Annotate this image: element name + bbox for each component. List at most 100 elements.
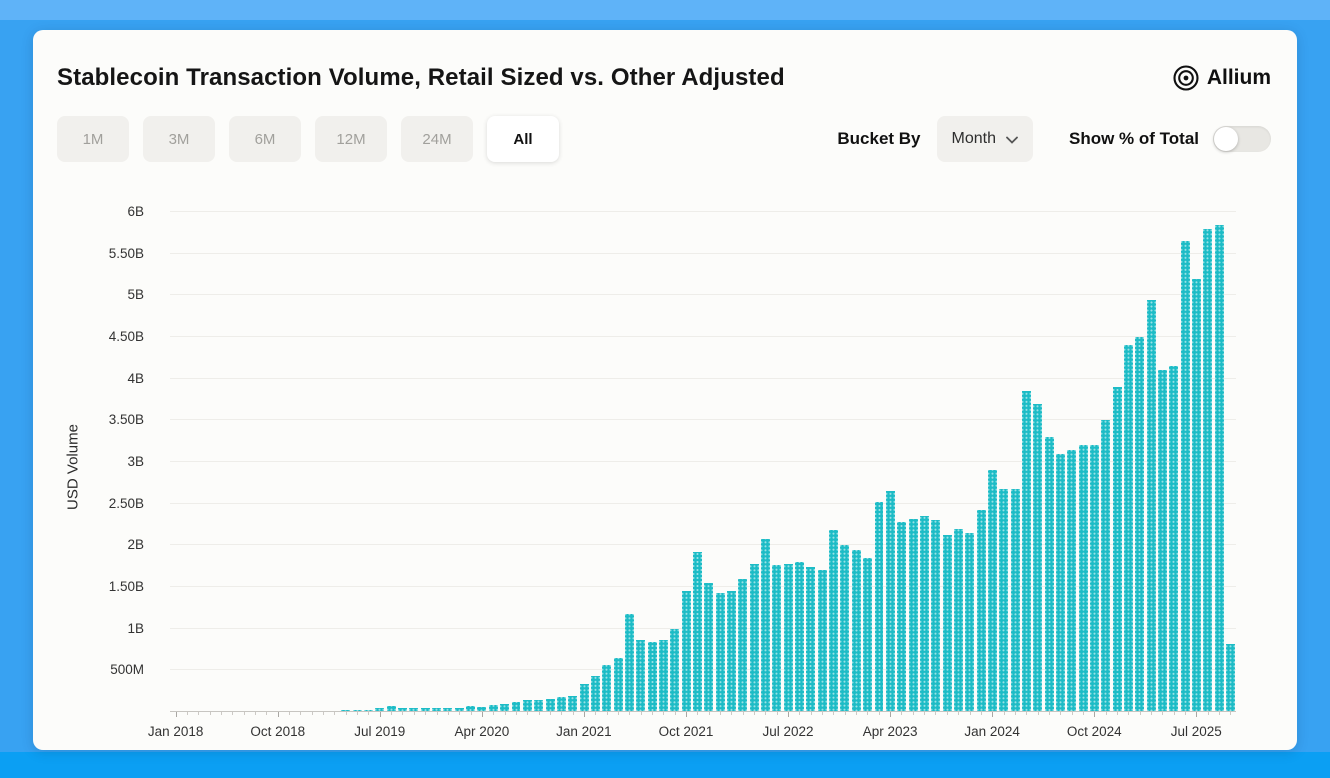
month-tickmark: [459, 712, 461, 715]
volume-bar: [1021, 391, 1031, 712]
y-tick-label: 6B: [127, 204, 144, 219]
month-tickmark: [742, 712, 744, 715]
y-tick-label: 1.50B: [108, 579, 144, 594]
volume-bar: [409, 708, 419, 712]
month-tickmark: [606, 712, 608, 715]
volume-bar: [477, 706, 487, 712]
volume-bar: [1044, 437, 1054, 712]
x-tick-label: Jan 2024: [964, 724, 1020, 739]
y-axis-labels: 500M 1B 1.50B 2B 2.50B 3B 3.50B 4B 4.50B 5B 5.50B 6…: [33, 204, 158, 712]
y-tick-label: 5.50B: [108, 245, 144, 261]
month-tickmark: [708, 712, 710, 715]
month-tickmark: [822, 712, 824, 715]
volume-bar: [522, 699, 532, 712]
month-tickmark: [221, 712, 223, 715]
volume-bar: [1090, 445, 1099, 712]
month-tickmark: [1026, 712, 1028, 715]
month-tickmark: [538, 712, 540, 715]
month-tickmark: [243, 712, 245, 715]
volume-bar: [466, 706, 476, 712]
volume-bar: [738, 578, 748, 712]
time-range-group: 1M 3M 6M 12M 24M All: [57, 116, 559, 162]
gridline: [170, 586, 1236, 587]
page-title: Stablecoin Transaction Volume, Retail Si…: [57, 64, 785, 91]
y-tick-label: 1B: [127, 620, 144, 636]
month-tickmark: [1184, 712, 1186, 715]
x-tick-label: Jan 2018: [147, 724, 204, 739]
brand-name: Allium: [1206, 66, 1271, 89]
show-pct-label: Show % of Total: [1068, 129, 1199, 148]
volume-bar: [1101, 420, 1111, 712]
y-tick-label: 4B: [127, 370, 144, 386]
range-button-all[interactable]: All: [487, 116, 559, 162]
volume-bar: [897, 522, 907, 712]
volume-bar: [670, 628, 680, 712]
month-tickmark: [1230, 712, 1232, 715]
volume-bar: [534, 700, 544, 712]
x-axis-major-tick: [890, 712, 892, 717]
month-tickmark: [799, 712, 801, 715]
month-tickmark: [946, 712, 948, 715]
month-tickmark: [527, 712, 529, 715]
month-tickmark: [1173, 712, 1175, 715]
month-tickmark: [209, 712, 211, 715]
controls-row: 1M 3M 6M 12M 24M All Bucket By Month Sho…: [33, 92, 1297, 162]
gridline: [170, 502, 1236, 504]
x-tick-label: Apr 2020: [454, 724, 510, 739]
month-tickmark: [1071, 712, 1073, 715]
x-tick-label: Jul 2019: [354, 724, 406, 739]
x-tick-label: Apr 2023: [862, 724, 918, 739]
month-tickmark: [629, 712, 631, 715]
volume-bar: [931, 520, 941, 712]
gridline: [170, 294, 1236, 296]
toggle-knob: [1214, 127, 1238, 151]
range-button-3m[interactable]: 3M: [143, 116, 215, 162]
volume-bar: [1056, 453, 1065, 712]
volume-bar: [398, 707, 408, 712]
x-tick-label: Jul 2025: [1170, 724, 1222, 739]
volume-bar: [1226, 643, 1236, 712]
bucket-by-value: Month: [951, 130, 996, 147]
x-axis-line: [170, 711, 1236, 712]
month-tickmark: [493, 712, 495, 715]
volume-bar: [942, 535, 952, 712]
show-pct-toggle[interactable]: [1213, 126, 1271, 152]
month-tickmark: [198, 712, 200, 715]
x-axis-major-tick: [685, 712, 687, 717]
volume-bar: [590, 676, 600, 712]
month-tickmark: [935, 712, 937, 715]
y-tick-label: 3.50B: [108, 412, 144, 428]
month-tickmark: [289, 712, 291, 715]
range-button-12m[interactable]: 12M: [315, 116, 387, 162]
range-button-24m[interactable]: 24M: [401, 116, 473, 162]
month-tickmark: [504, 712, 506, 715]
month-tickmark: [311, 712, 313, 715]
range-button-6m[interactable]: 6M: [229, 116, 301, 162]
month-tickmark: [368, 712, 370, 715]
month-tickmark: [856, 712, 858, 715]
volume-bar: [1146, 299, 1156, 712]
y-tick-label: 2.50B: [108, 495, 144, 511]
volume-bar: [874, 502, 884, 712]
volume-bar: [1078, 445, 1088, 712]
x-axis-major-tick: [583, 712, 585, 717]
chart-plot-area[interactable]: [170, 211, 1236, 717]
x-axis-major-tick: [175, 712, 177, 717]
volume-bar: [851, 549, 861, 712]
right-controls: Bucket By Month Show % of Total: [837, 116, 1271, 162]
month-tickmark: [345, 712, 347, 715]
month-tickmark: [549, 712, 551, 715]
chart-card: Stablecoin Transaction Volume, Retail Si…: [33, 30, 1297, 750]
volume-bar: [681, 591, 691, 712]
volume-bar: [1124, 345, 1134, 712]
volume-bar: [647, 642, 657, 712]
top-strip: [0, 0, 1330, 20]
x-axis-major-tick: [277, 712, 279, 717]
month-tickmark: [561, 712, 563, 715]
volume-bar: [1203, 228, 1213, 712]
month-tickmark: [572, 712, 574, 715]
month-tickmark: [765, 712, 767, 715]
range-button-1m[interactable]: 1M: [57, 116, 129, 162]
y-tick-label: 2B: [127, 537, 144, 553]
bucket-by-dropdown[interactable]: Month: [936, 116, 1033, 162]
